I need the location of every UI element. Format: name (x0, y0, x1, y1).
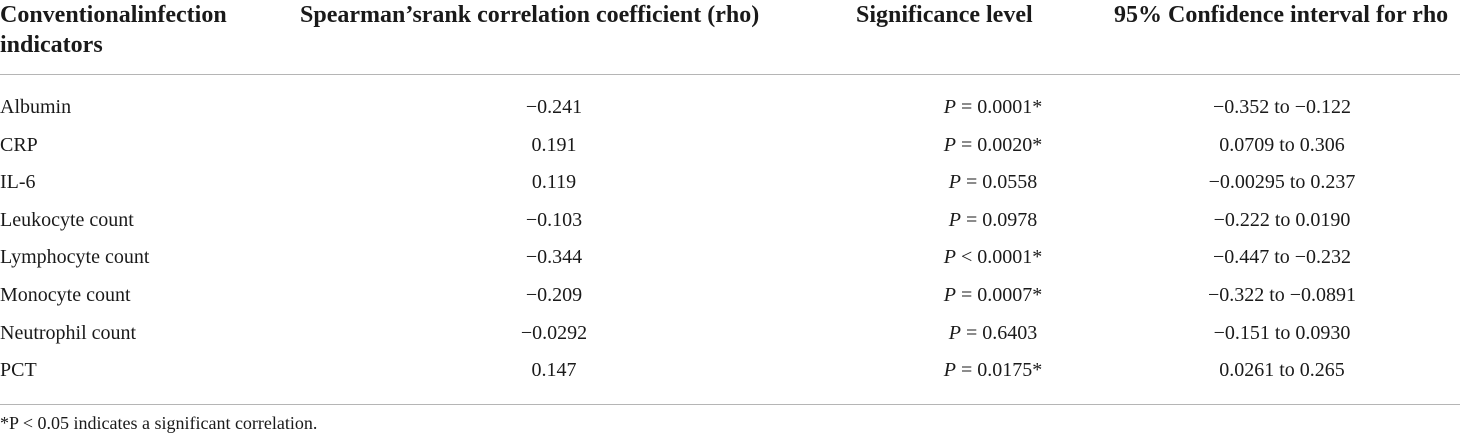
table-row: Albumin −0.241 P = 0.0001* −0.352 to −0.… (0, 73, 1460, 127)
table-row: PCT 0.147 P = 0.0175* 0.0261 to 0.265 (0, 352, 1460, 405)
row-indicator: Monocyte count (0, 283, 131, 306)
table-row: IL-6 0.119 P = 0.0558 −0.00295 to 0.237 (0, 164, 1460, 202)
row-significance: P = 0.6403 (842, 315, 1104, 353)
table-row: CRP 0.191 P = 0.0020* 0.0709 to 0.306 (0, 127, 1460, 165)
correlation-table-container: Conventionalinfection indicators Spearma… (0, 0, 1460, 405)
row-ci: 0.0709 to 0.306 (1219, 133, 1345, 156)
p-symbol: P (943, 246, 956, 269)
table-row: Neutrophil count −0.0292 P = 0.6403 −0.1… (0, 315, 1460, 353)
row-ci: −0.00295 to 0.237 (1208, 171, 1356, 194)
row-rho: −0.209 (525, 283, 583, 306)
table-row: Monocyte count −0.209 P = 0.0007* −0.322… (0, 277, 1460, 315)
p-symbol: P (943, 283, 956, 306)
table-body: Albumin −0.241 P = 0.0001* −0.352 to −0.… (0, 73, 1460, 405)
row-indicator: PCT (0, 352, 292, 405)
p-symbol: P (948, 321, 961, 344)
p-symbol: P (943, 96, 956, 118)
row-indicator: CRP (0, 133, 38, 156)
p-symbol: P (943, 359, 956, 382)
row-significance: P = 0.0020* (842, 127, 1104, 165)
row-indicator: IL-6 (0, 171, 36, 194)
header-ci: 95% Confidence interval for rho (1114, 2, 1449, 28)
row-ci: −0.151 to 0.0930 (1213, 321, 1351, 344)
p-value: = 0.0001* (955, 96, 1043, 118)
p-value: = 0.0020* (955, 133, 1043, 156)
header-row: Conventionalinfection indicators Spearma… (0, 0, 1460, 75)
header-rho: Spearman’srank correlation coefficient (… (300, 2, 760, 28)
header-indicator: Conventionalinfection indicators (0, 2, 227, 58)
row-significance: P = 0.0007* (842, 277, 1104, 315)
table-header: Conventionalinfection indicators Spearma… (0, 0, 1460, 75)
row-indicator: Neutrophil count (0, 321, 137, 344)
row-ci: −0.222 to 0.0190 (1213, 208, 1351, 231)
p-value: = 0.0558 (960, 171, 1038, 194)
row-ci: −0.447 to −0.232 (1212, 246, 1352, 269)
row-indicator: Albumin (0, 73, 292, 127)
row-rho: 0.147 (292, 352, 842, 405)
p-symbol: P (948, 208, 961, 231)
p-value: = 0.6403 (960, 321, 1038, 344)
row-ci: −0.352 to −0.122 (1104, 73, 1460, 127)
header-significance: Significance level (856, 2, 1033, 28)
table-footnote: *P < 0.05 indicates a significant correl… (0, 413, 318, 433)
p-value: = 0.0175* (955, 359, 1043, 382)
row-rho: −0.344 (525, 246, 583, 269)
p-value: < 0.0001* (955, 246, 1043, 269)
row-ci: 0.0261 to 0.265 (1104, 352, 1460, 405)
row-significance: P < 0.0001* (842, 239, 1104, 277)
table-row: Lymphocyte count −0.344 P < 0.0001* −0.4… (0, 239, 1460, 277)
row-rho: −0.103 (525, 208, 583, 231)
row-indicator: Lymphocyte count (0, 246, 150, 269)
p-symbol: P (943, 133, 956, 156)
row-rho: −0.0292 (520, 321, 588, 344)
row-significance: P = 0.0175* (842, 352, 1104, 405)
p-value: = 0.0007* (955, 283, 1043, 306)
row-significance: P = 0.0558 (842, 164, 1104, 202)
correlation-table: Conventionalinfection indicators Spearma… (0, 0, 1460, 405)
p-value: = 0.0978 (960, 208, 1038, 231)
row-significance: P = 0.0978 (842, 202, 1104, 240)
p-symbol: P (948, 171, 961, 194)
table-row: Leukocyte count −0.103 P = 0.0978 −0.222… (0, 202, 1460, 240)
row-rho: 0.191 (531, 133, 577, 156)
row-rho: −0.241 (292, 73, 842, 127)
row-indicator: Leukocyte count (0, 208, 134, 231)
row-significance: P = 0.0001* (842, 73, 1104, 127)
row-rho: 0.119 (531, 171, 577, 194)
row-ci: −0.322 to −0.0891 (1207, 283, 1357, 306)
